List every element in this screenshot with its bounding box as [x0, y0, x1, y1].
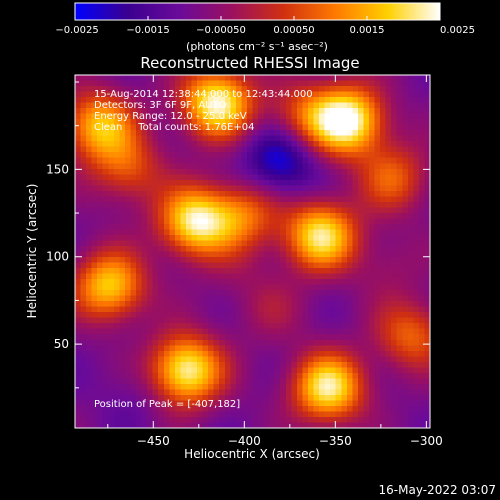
annotation-counts: Clean Total counts: 1.76E+04: [94, 122, 254, 133]
colorbar-tick-label: 0.0025: [440, 25, 475, 36]
colorbar-tick-label: 0.0015: [350, 25, 385, 36]
colorbar-ticks: −0.0025 −0.0015 −0.00050 0.00050 0.0015 0.002…: [55, 16, 475, 36]
footer-timestamp: 16-May-2022 03:07: [379, 483, 496, 497]
annotation-energy-range: Energy Range: 12.0 - 25.0 keV: [94, 111, 247, 122]
x-axis-label: Heliocentric X (arcsec): [184, 447, 320, 461]
colorbar-tick-label: −0.00050: [196, 25, 246, 36]
colorbar-tick-label: −0.0015: [126, 25, 169, 36]
colorbar-unit-label: (photons cm⁻² s⁻¹ asec⁻²): [186, 40, 328, 53]
y-tick-label: 150: [46, 162, 69, 176]
colorbar-tick-label: 0.00050: [273, 25, 314, 36]
plot-frame: [74, 74, 431, 429]
y-tick-label: 100: [46, 250, 69, 264]
x-tick-label: −300: [410, 434, 443, 448]
axis-ticks: −450 −400 −350 −300 50 100 150: [46, 75, 443, 448]
heatmap-image: [75, 75, 430, 428]
y-tick-label: 50: [54, 337, 69, 351]
x-tick-label: −400: [228, 434, 261, 448]
colorbar-tick-label: −0.0025: [55, 25, 98, 36]
annotation-detectors: Detectors: 3F 6F 9F, AUTO: [94, 100, 227, 111]
annotation-time-range: 15-Aug-2014 12:38:44.000 to 12:43:44.000: [94, 89, 313, 100]
x-tick-label: −450: [137, 434, 170, 448]
y-axis-label: Heliocentric Y (arcsec): [25, 184, 39, 319]
annotation-peak-position: Position of Peak = [-407,182]: [94, 399, 240, 410]
x-tick-label: −350: [319, 434, 352, 448]
colorbar: [74, 2, 441, 21]
chart-title: Reconstructed RHESSI Image: [140, 54, 359, 72]
